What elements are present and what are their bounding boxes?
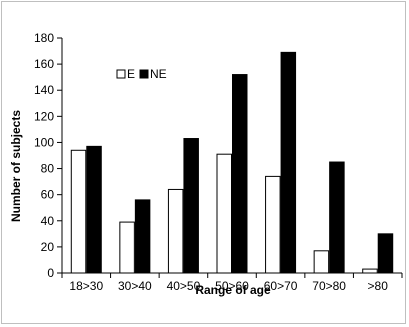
- y-axis-ticks: 0 20 40 60 80 100 120 140 160 180: [34, 31, 62, 280]
- x-axis-ticks: 18>30 30>40 40>50 50>60 60>70 70>80 >80: [61, 273, 403, 293]
- bar-e-3: [216, 153, 232, 274]
- y-tick-label: 140: [34, 83, 54, 97]
- y-tick-label: 160: [34, 57, 54, 71]
- legend-label-e: E: [127, 67, 135, 81]
- bar-e-2: [167, 188, 184, 274]
- legend-label-ne: NE: [150, 67, 167, 81]
- x-tick-label: >80: [368, 279, 389, 293]
- x-tick-label: 40>50: [167, 279, 201, 293]
- x-tick-label: 70>80: [312, 279, 346, 293]
- x-axis-title: Range of age: [195, 283, 271, 297]
- y-tick-label: 60: [41, 188, 55, 202]
- x-tick-label: 18>30: [69, 279, 103, 293]
- bar-ne-2: [183, 138, 199, 274]
- bar-e-6: [362, 268, 378, 274]
- y-tick-label: 80: [41, 162, 55, 176]
- legend: E NE: [116, 67, 167, 81]
- axes: [61, 38, 402, 274]
- bar-ne-6: [377, 233, 394, 274]
- legend-swatch-ne: [139, 69, 149, 79]
- bar-e-0: [70, 149, 87, 274]
- bar-ne-0: [86, 145, 102, 274]
- bars: [70, 51, 394, 274]
- y-tick-label: 120: [34, 109, 54, 123]
- legend-swatch-e: [116, 69, 126, 79]
- x-tick-label: 30>40: [118, 279, 152, 293]
- bar-ne-1: [134, 199, 151, 274]
- bar-e-1: [119, 221, 135, 274]
- chart-frame: [1, 1, 406, 324]
- y-tick-label: 20: [41, 240, 55, 254]
- bar-e-4: [265, 175, 281, 274]
- y-axis-title: Number of subjects: [9, 110, 23, 222]
- y-tick-label: 0: [47, 266, 54, 280]
- bar-ne-5: [329, 161, 345, 274]
- x-tick-label: 60>70: [264, 279, 298, 293]
- bar-e-5: [313, 250, 330, 274]
- y-tick-label: 40: [41, 214, 55, 228]
- y-tick-label: 100: [34, 135, 54, 149]
- bar-ne-4: [280, 51, 297, 274]
- bar-ne-3: [232, 74, 248, 274]
- y-tick-label: 180: [34, 31, 54, 45]
- x-tick-label: 50>60: [215, 279, 249, 293]
